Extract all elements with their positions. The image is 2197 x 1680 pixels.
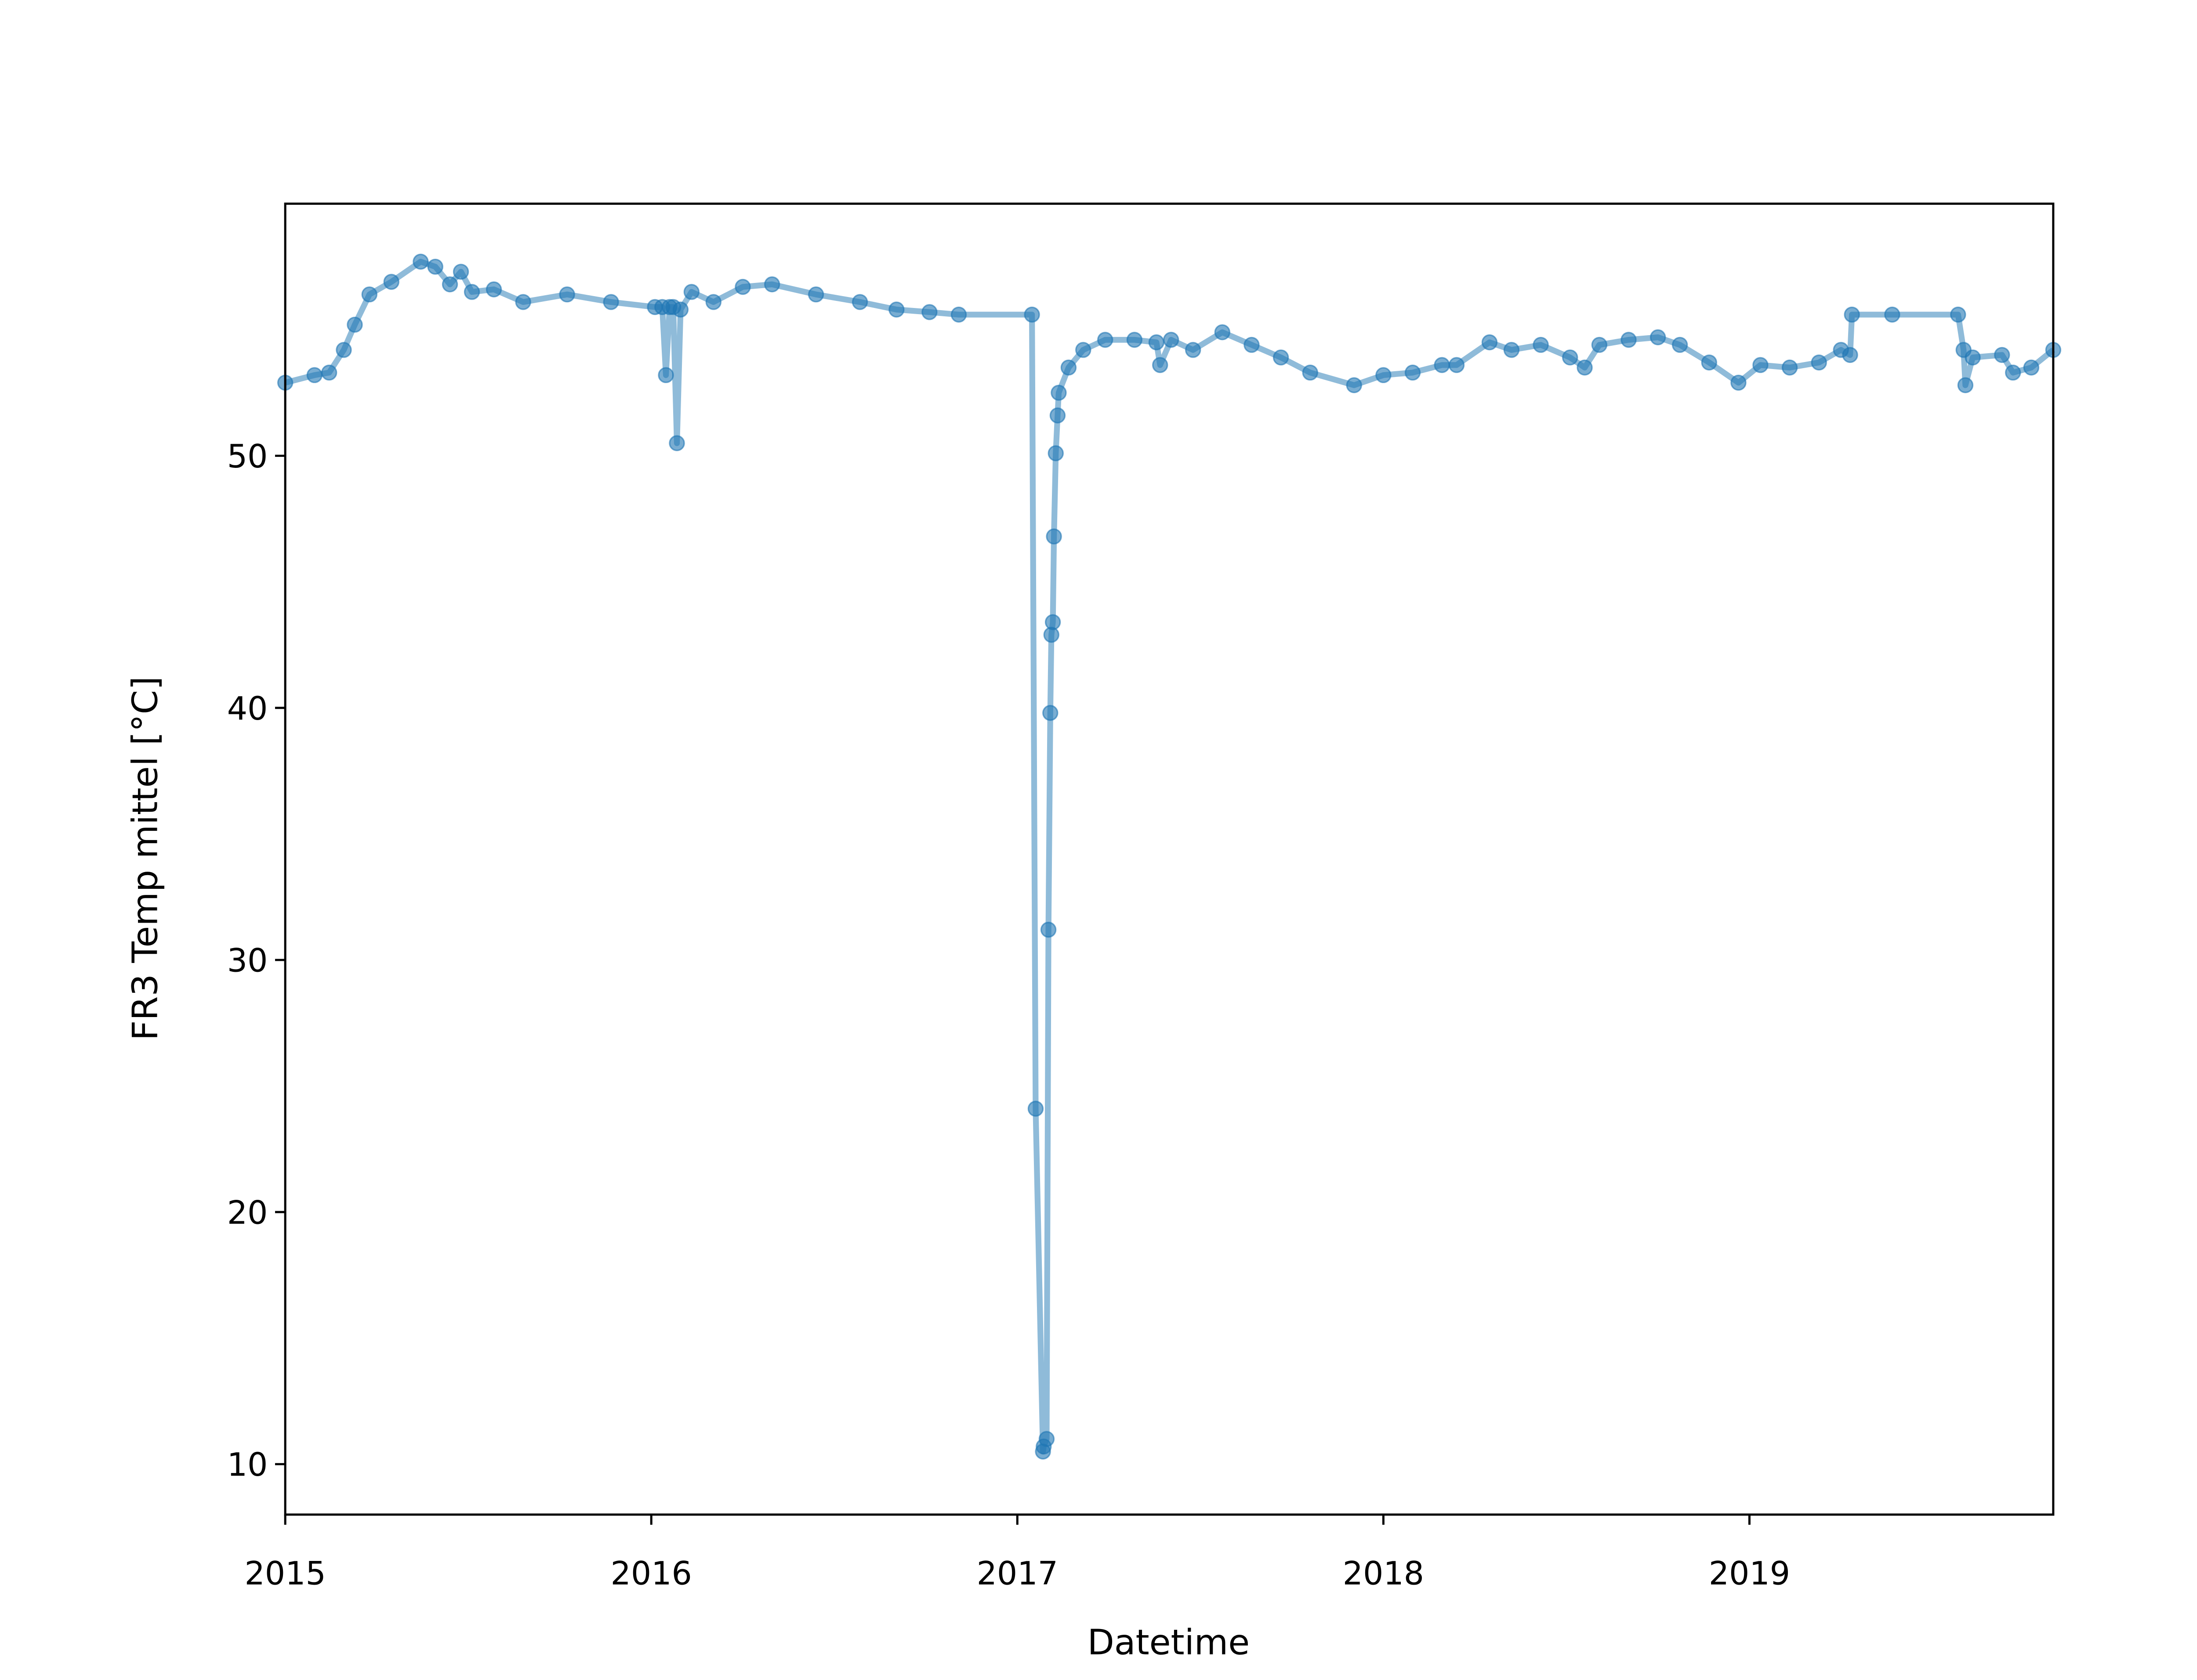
point [427,258,443,275]
point [683,284,700,300]
point [1671,337,1688,353]
point [486,281,502,297]
point [1844,306,1860,323]
point [1163,332,1179,348]
point [1404,364,1421,381]
point [852,294,868,310]
x-tick-label: 2019 [1709,1555,1790,1592]
plot-frame [284,203,2055,1516]
point [336,342,352,358]
point [1994,347,2010,363]
point [1027,1101,1044,1117]
point [1273,349,1289,366]
point [1752,357,1769,373]
x-tick-label: 2015 [244,1555,326,1592]
point [321,364,337,381]
y-axis-label: FR3 Temp mittel [°C] [125,676,166,1040]
y-tick-label: 30 [227,942,268,980]
x-tick-label: 2017 [977,1555,1058,1592]
point [2005,364,2021,381]
point [1060,359,1077,376]
point [1730,374,1747,391]
point [1214,324,1231,340]
point [1185,342,1201,358]
point [1503,342,1520,358]
point [1811,354,1827,371]
point [1244,337,1260,353]
point [1075,342,1091,358]
line [284,258,2056,1455]
point [1650,329,1666,345]
point [1049,407,1066,424]
point [1591,337,1608,353]
point [921,304,938,320]
point [1024,306,1040,323]
point [1126,332,1143,348]
point [1051,384,1067,401]
point [383,274,399,290]
point [705,294,722,310]
point [1042,705,1059,721]
point [669,435,685,451]
point [1701,354,1717,371]
point [413,253,429,270]
point [559,286,575,303]
point [672,301,689,318]
point [735,279,751,295]
point [1046,528,1062,545]
point [1950,306,1966,323]
point [1533,337,1549,353]
point [361,286,377,303]
point [1842,347,1858,363]
point [1434,357,1450,373]
point [2023,359,2040,376]
x-tick-label: 2018 [1343,1555,1424,1592]
point [950,306,967,323]
y-tick-label: 50 [227,438,268,475]
point [1965,349,1981,366]
point [515,294,531,310]
point [1481,334,1498,351]
point [1097,332,1113,348]
point [442,276,458,293]
point [464,284,480,300]
point [1048,445,1064,461]
point [1038,1431,1055,1447]
point [306,367,323,384]
point [1148,334,1165,351]
point [1621,332,1637,348]
point [1044,614,1061,630]
point [1152,357,1168,373]
point [603,294,619,310]
point [347,316,363,333]
x-axis-label: Datetime [1088,1622,1250,1662]
point [1577,359,1593,376]
x-tick-label: 2016 [611,1555,692,1592]
point [1302,364,1318,381]
point [1346,377,1362,393]
point [453,264,469,280]
point [1448,357,1465,373]
point [1781,359,1798,376]
point [888,301,905,318]
y-tick-label: 10 [227,1446,268,1484]
point [1562,349,1578,366]
point [1884,306,1900,323]
point [658,367,674,384]
y-tick-label: 40 [227,690,268,728]
point [1957,377,1974,393]
point [808,286,824,303]
point [764,276,780,293]
y-tick-label: 20 [227,1194,268,1231]
point [1040,922,1057,938]
point [1375,367,1392,384]
